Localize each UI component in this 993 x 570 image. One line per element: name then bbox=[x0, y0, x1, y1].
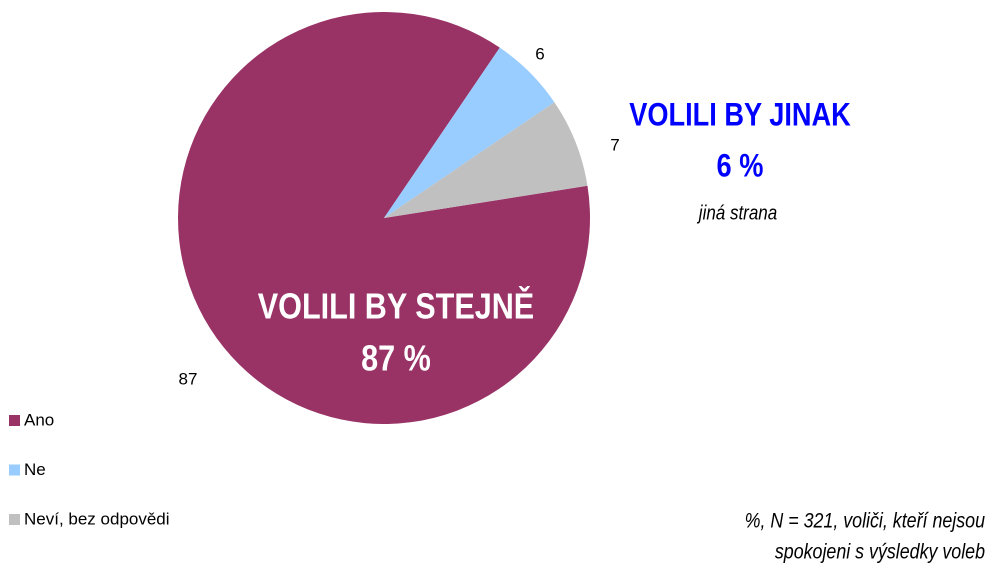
annotation: VOLILI BY JINAK bbox=[629, 97, 851, 133]
data-label: 87 bbox=[179, 369, 198, 388]
annotation: VOLILI BY STEJNĚ bbox=[258, 286, 534, 327]
note: spokojeni s výsledky voleb bbox=[775, 540, 985, 564]
pie bbox=[178, 12, 590, 425]
legend-swatch bbox=[9, 415, 20, 426]
note: %, N = 321, voliči, kteří nejsou bbox=[745, 509, 986, 533]
legend-label: Ano bbox=[24, 410, 54, 429]
pie-slice bbox=[384, 102, 588, 218]
pie-slice bbox=[384, 47, 555, 219]
legend-swatch bbox=[9, 514, 20, 525]
legend-label: Ne bbox=[24, 460, 46, 479]
annotation: 87 % bbox=[361, 339, 431, 379]
annotation: jiná strana bbox=[696, 201, 777, 224]
legend-label: Neví, bez odpovědi bbox=[24, 509, 170, 528]
data-label: 7 bbox=[610, 135, 619, 154]
data-label: 6 bbox=[535, 44, 544, 63]
legend-swatch bbox=[9, 464, 20, 476]
annotation: 6 % bbox=[717, 148, 764, 184]
